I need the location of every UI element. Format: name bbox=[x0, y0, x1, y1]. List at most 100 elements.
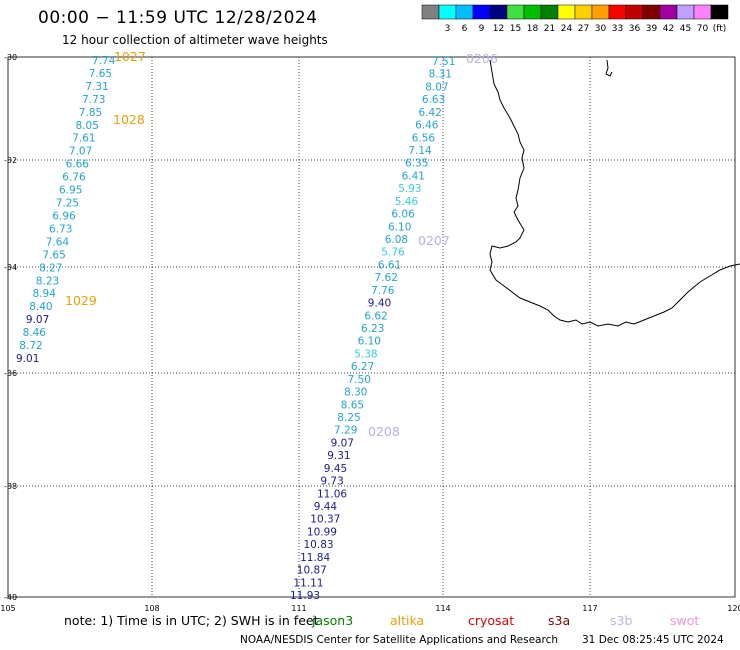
wave-height-value: 7.25 bbox=[56, 198, 79, 210]
lat-tick-label: -30 bbox=[4, 53, 17, 62]
lon-tick-label: 111 bbox=[291, 604, 306, 613]
legend-label: 12 bbox=[493, 24, 504, 34]
wave-height-value: 8.72 bbox=[19, 340, 42, 352]
wave-height-value: 9.01 bbox=[16, 353, 39, 365]
satellite-name: swot bbox=[670, 613, 700, 628]
wave-height-value: 6.27 bbox=[351, 361, 374, 373]
wave-height-value: 8.31 bbox=[429, 69, 452, 81]
lat-tick-label: -32 bbox=[4, 156, 17, 165]
wave-height-value: 6.35 bbox=[405, 158, 428, 170]
wave-height-value: 7.65 bbox=[89, 68, 112, 80]
wave-height-value: 7.85 bbox=[79, 107, 102, 119]
lon-tick-label: 108 bbox=[144, 604, 159, 613]
australia-coastline bbox=[489, 59, 740, 327]
wave-height-value: 6.73 bbox=[49, 223, 72, 235]
wave-height-value: 6.42 bbox=[419, 107, 442, 119]
wave-height-value: 6.62 bbox=[364, 310, 387, 322]
satellite-name: altika bbox=[390, 613, 425, 628]
lat-tick-label: -38 bbox=[4, 482, 17, 491]
lat-lon-grid: -30 -32 -34 -36 -38 -40 105 108 111 114 117 120 bbox=[0, 53, 740, 613]
wave-height-value: 9.31 bbox=[327, 450, 350, 462]
wave-height-value: 9.44 bbox=[314, 501, 338, 513]
legend-swatch bbox=[710, 4, 729, 20]
satellite-name: s3b bbox=[610, 613, 633, 628]
legend-label: 42 bbox=[663, 24, 674, 34]
legend-label: 15 bbox=[510, 24, 521, 34]
wave-height-value: 6.10 bbox=[358, 336, 381, 348]
wave-height-value: 8.27 bbox=[39, 262, 62, 274]
legend-label: 39 bbox=[646, 24, 658, 34]
lat-tick-label: -40 bbox=[4, 593, 17, 602]
legend-label: 6 bbox=[462, 24, 468, 34]
lon-tick-label: 114 bbox=[435, 604, 450, 613]
wave-height-value: 8.23 bbox=[36, 275, 59, 287]
wave-height-value: 8.94 bbox=[33, 288, 57, 300]
wave-height-value: 7.29 bbox=[334, 425, 357, 437]
wave-height-value: 5.46 bbox=[395, 196, 419, 208]
wave-height-value: 10.83 bbox=[304, 539, 334, 551]
wave-height-value: 9.07 bbox=[331, 437, 354, 449]
legend-label: 36 bbox=[629, 24, 641, 34]
wave-height-value: 8.07 bbox=[425, 81, 448, 93]
wave-height-value: 8.46 bbox=[23, 327, 47, 339]
wave-height-value: 7.61 bbox=[72, 133, 95, 145]
wave-height-value: 7.64 bbox=[46, 236, 70, 248]
wave-height-value: 9.45 bbox=[324, 463, 347, 475]
wave-height-value: 11.84 bbox=[300, 552, 330, 564]
wave-height-value: 6.56 bbox=[412, 132, 436, 144]
wave-height-value: 6.08 bbox=[385, 234, 408, 246]
wave-height-value: 8.05 bbox=[76, 120, 99, 132]
wave-height-value: 8.65 bbox=[341, 399, 364, 411]
wave-height-value: 6.63 bbox=[422, 94, 445, 106]
wave-height-value: 7.14 bbox=[408, 145, 432, 157]
satellite-name: jason3 bbox=[312, 613, 354, 628]
legend-label: 3 bbox=[445, 24, 451, 34]
wave-height-value: 11.93 bbox=[290, 590, 320, 602]
wave-height-value: 7.74 bbox=[92, 55, 116, 67]
color-legend: 3 6 9 12 15 18 21 24 27 30 33 36 39 42 45 70 (ft) bbox=[421, 4, 729, 34]
wave-height-value: 6.96 bbox=[52, 211, 76, 223]
wave-height-value: 6.46 bbox=[415, 120, 439, 132]
legend-label: 27 bbox=[578, 24, 589, 34]
chart-title: 00:00 − 11:59 UTC 12/28/2024 bbox=[38, 8, 318, 28]
generated-timestamp: 31 Dec 08:25:45 UTC 2024 bbox=[582, 634, 724, 646]
wave-height-value: 6.10 bbox=[388, 221, 411, 233]
wave-height-value: 7.73 bbox=[82, 94, 105, 106]
pass-date-label: 0208 bbox=[368, 424, 400, 439]
pass-date-label: 0206 bbox=[466, 51, 498, 66]
lat-tick-label: -34 bbox=[4, 263, 17, 272]
wave-height-value: 6.61 bbox=[378, 259, 401, 271]
altimeter-tracks: 7.747.657.317.737.858.057.617.076.666.76… bbox=[16, 55, 455, 602]
legend-label: 30 bbox=[595, 24, 607, 34]
legend-label: 18 bbox=[527, 24, 539, 34]
wave-height-value: 6.41 bbox=[402, 170, 425, 182]
footer-note: note: 1) Time is in UTC; 2) SWH is in fe… bbox=[64, 613, 319, 628]
satellite-name: cryosat bbox=[468, 613, 515, 628]
wave-height-value: 8.30 bbox=[344, 387, 367, 399]
wave-height-value: 6.66 bbox=[66, 159, 90, 171]
chart-subtitle: 12 hour collection of altimeter wave hei… bbox=[62, 33, 328, 47]
wave-height-value: 10.87 bbox=[297, 565, 327, 577]
wave-height-value: 7.31 bbox=[85, 81, 108, 93]
wave-height-value: 7.07 bbox=[69, 146, 92, 158]
legend-label: 21 bbox=[544, 24, 555, 34]
legend-label: 9 bbox=[479, 24, 485, 34]
wave-height-value: 7.50 bbox=[348, 374, 371, 386]
pass-date-label: 1027 bbox=[114, 49, 146, 64]
wave-height-value: 5.76 bbox=[381, 247, 405, 259]
legend-label: 45 bbox=[680, 24, 691, 34]
wave-height-value: 9.40 bbox=[368, 298, 391, 310]
wave-height-value: 7.62 bbox=[375, 272, 398, 284]
wave-height-value: 8.25 bbox=[337, 412, 360, 424]
pass-date-label: 1029 bbox=[65, 293, 97, 308]
wave-height-value: 6.95 bbox=[59, 185, 82, 197]
wave-height-value: 7.51 bbox=[432, 56, 455, 68]
wave-height-value: 5.93 bbox=[398, 183, 421, 195]
lon-tick-label: 105 bbox=[0, 604, 15, 613]
wave-height-value: 6.06 bbox=[391, 209, 415, 221]
coastline-fragment bbox=[605, 59, 613, 77]
pass-date-labels: 1027 1028 1029 0206 0207 0208 bbox=[65, 49, 498, 439]
pass-date-label: 1028 bbox=[113, 112, 145, 127]
legend-label: (ft) bbox=[713, 24, 727, 34]
wave-height-value: 11.11 bbox=[293, 577, 323, 589]
